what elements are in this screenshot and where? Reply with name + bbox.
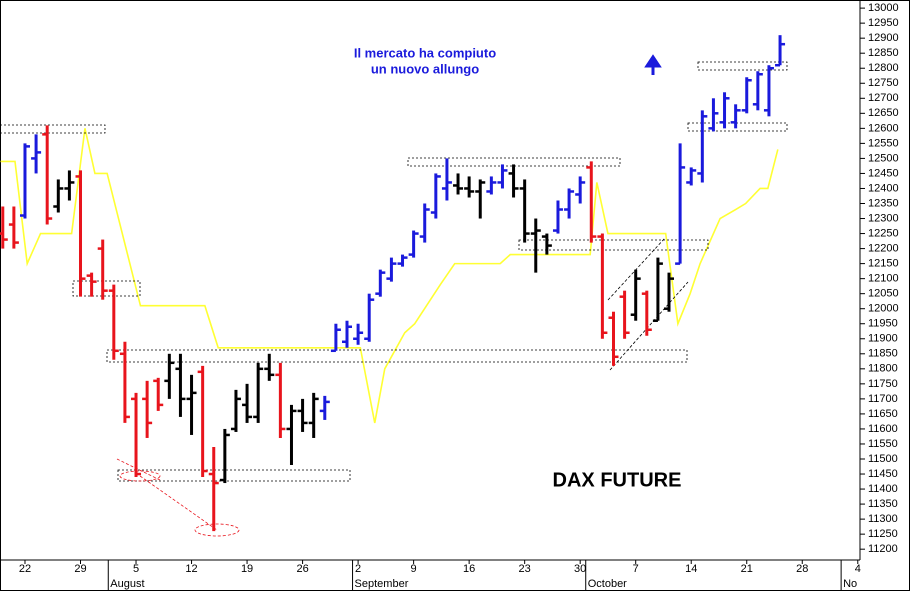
y-tick-label: 11750 [868, 378, 898, 390]
bars [0, 35, 786, 532]
y-tick-label: 11200 [868, 543, 898, 555]
month-label: September [355, 578, 409, 590]
chart-title: DAX FUTURE [553, 469, 682, 491]
y-tick-label: 11900 [868, 333, 898, 345]
zone [72, 280, 141, 297]
trend-line [116, 458, 161, 481]
y-tick-label: 11500 [868, 453, 898, 465]
y-tick-label: 12800 [868, 62, 899, 74]
y-tick-label: 12450 [868, 167, 899, 179]
ma-layer [0, 128, 779, 424]
channel-line [607, 237, 666, 301]
axes: 11200 11250 11300 11350 11400 11450 11500 11550… [19, 2, 899, 591]
y-tick-label: 12750 [868, 77, 899, 89]
y-tick-label: 12300 [868, 212, 899, 224]
x-tick-label: 16 [463, 563, 475, 575]
y-tick-label: 12000 [868, 303, 899, 315]
y-tick-label: 12200 [868, 242, 899, 254]
zone [687, 122, 788, 132]
x-tick-label: 9 [411, 563, 417, 575]
y-tick-label: 11550 [868, 438, 898, 450]
x-tick-label: 30 [574, 563, 586, 575]
y-tick-label: 11700 [868, 393, 898, 405]
y-tick-label: 11450 [868, 468, 898, 480]
ellipse-mark [119, 470, 161, 482]
month-label: October [588, 578, 627, 590]
y-tick-label: 11650 [868, 408, 898, 420]
y-tick-label: 11800 [868, 363, 898, 375]
zone [117, 469, 351, 482]
moving-average [0, 128, 779, 424]
y-tick-label: 11600 [868, 423, 898, 435]
y-tick-label: 12100 [868, 273, 899, 285]
up-arrow [644, 54, 662, 75]
y-tick-label: 12600 [868, 122, 899, 134]
annotation: Il mercato ha compiuto [354, 45, 496, 60]
y-tick-label: 11250 [868, 528, 898, 540]
x-tick-label: 28 [796, 563, 808, 575]
y-tick-label: 11300 [868, 513, 898, 525]
x-tick-label: 21 [741, 563, 753, 575]
y-tick-label: 13000 [868, 2, 899, 14]
y-tick-label: 12900 [868, 32, 899, 44]
x-tick-label: 19 [241, 563, 253, 575]
y-tick-label: 11350 [868, 498, 898, 510]
y-tick-label: 12850 [868, 47, 899, 59]
zones [0, 61, 788, 537]
y-tick-label: 11850 [868, 348, 898, 360]
x-tick-label: 26 [296, 563, 308, 575]
trend-line [139, 475, 218, 531]
zone [0, 124, 106, 134]
x-tick-label: 2 [355, 563, 361, 575]
x-tick-label: 5 [133, 563, 139, 575]
y-tick-label: 12950 [868, 17, 899, 29]
y-tick-label: 12700 [868, 92, 899, 104]
x-tick-label: 29 [74, 563, 86, 575]
month-label: No [843, 578, 857, 590]
y-tick-label: 12350 [868, 197, 899, 209]
annotation: un nuovo allungo [371, 61, 479, 76]
zone [697, 61, 788, 71]
x-tick-label: 12 [185, 563, 197, 575]
y-tick-label: 12250 [868, 227, 899, 239]
channel-line [609, 281, 689, 371]
y-tick-label: 11400 [868, 483, 898, 495]
y-tick-label: 12400 [868, 182, 899, 194]
y-tick-label: 11950 [868, 318, 898, 330]
x-tick-label: 23 [519, 563, 531, 575]
x-tick-label: 14 [685, 563, 697, 575]
y-tick-label: 12150 [868, 258, 899, 270]
zone [106, 349, 688, 363]
ellipse-mark [194, 523, 240, 537]
y-tick-label: 12550 [868, 137, 899, 149]
y-tick-label: 12500 [868, 152, 899, 164]
x-tick-label: 22 [19, 563, 31, 575]
x-tick-label: 7 [633, 563, 639, 575]
month-label: August [110, 578, 144, 590]
zone [518, 239, 709, 251]
y-tick-label: 12650 [868, 107, 899, 119]
y-tick-label: 12050 [868, 288, 899, 300]
x-tick-label: 4 [855, 563, 861, 575]
